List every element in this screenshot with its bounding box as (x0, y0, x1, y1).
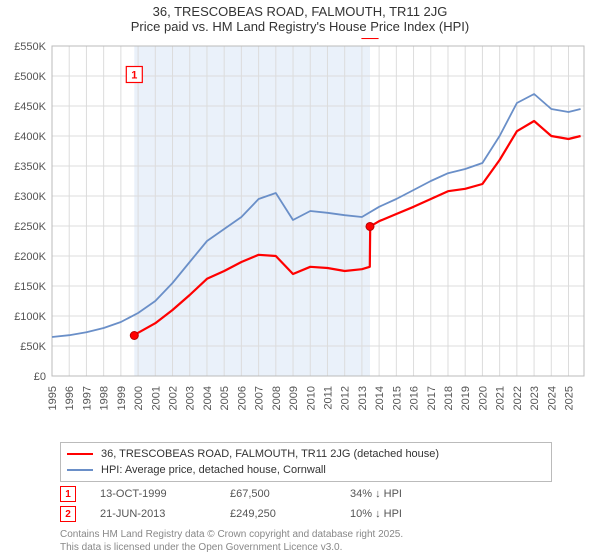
event-date: 13-OCT-1999 (100, 488, 230, 500)
svg-text:1996: 1996 (64, 386, 76, 410)
svg-text:£200K: £200K (14, 251, 46, 263)
chart-title-line2: Price paid vs. HM Land Registry's House … (0, 19, 600, 38)
attribution-line2: This data is licensed under the Open Gov… (60, 541, 552, 554)
svg-text:2014: 2014 (374, 386, 386, 410)
attribution: Contains HM Land Registry data © Crown c… (60, 528, 552, 554)
svg-text:£500K: £500K (14, 71, 46, 83)
svg-text:£50K: £50K (20, 341, 46, 353)
event-marker-2: 2 (60, 506, 76, 522)
svg-text:2020: 2020 (477, 386, 489, 410)
svg-text:1999: 1999 (116, 386, 128, 410)
svg-text:£550K: £550K (14, 41, 46, 53)
svg-text:2019: 2019 (460, 386, 472, 410)
svg-text:£300K: £300K (14, 191, 46, 203)
attribution-line1: Contains HM Land Registry data © Crown c… (60, 528, 552, 541)
svg-text:1997: 1997 (81, 386, 93, 410)
svg-text:2008: 2008 (271, 386, 283, 410)
svg-text:2010: 2010 (305, 386, 317, 410)
svg-text:2003: 2003 (185, 386, 197, 410)
svg-text:2017: 2017 (426, 386, 438, 410)
svg-text:2001: 2001 (150, 386, 162, 410)
svg-text:2011: 2011 (322, 386, 334, 410)
price-chart: £0 £50K £100K £150K £200K £250K £300K £350K £400… (0, 38, 600, 438)
svg-text:2000: 2000 (133, 386, 145, 410)
event-price: £67,500 (230, 488, 350, 500)
event-price: £249,250 (230, 508, 350, 520)
svg-text:2018: 2018 (443, 386, 455, 410)
chart-title-line1: 36, TRESCOBEAS ROAD, FALMOUTH, TR11 2JG (0, 0, 600, 19)
svg-text:2015: 2015 (391, 386, 403, 410)
legend-item-hpi: HPI: Average price, detached house, Corn… (67, 462, 545, 478)
svg-text:£150K: £150K (14, 281, 46, 293)
svg-text:2007: 2007 (254, 386, 266, 410)
svg-text:1995: 1995 (47, 386, 59, 410)
legend: 36, TRESCOBEAS ROAD, FALMOUTH, TR11 2JG … (60, 442, 552, 482)
svg-text:1: 1 (131, 70, 137, 82)
svg-text:£400K: £400K (14, 131, 46, 143)
legend-swatch-blue (67, 469, 93, 471)
event-delta: 34% ↓ HPI (350, 488, 552, 500)
legend-label: 36, TRESCOBEAS ROAD, FALMOUTH, TR11 2JG … (101, 448, 439, 460)
svg-text:2013: 2013 (357, 386, 369, 410)
event-date: 21-JUN-2013 (100, 508, 230, 520)
svg-text:£100K: £100K (14, 311, 46, 323)
svg-text:2004: 2004 (202, 386, 214, 410)
svg-text:2022: 2022 (512, 386, 524, 410)
svg-text:2002: 2002 (168, 386, 180, 410)
svg-text:2024: 2024 (546, 386, 558, 410)
svg-text:£0: £0 (34, 371, 46, 383)
svg-text:2021: 2021 (495, 386, 507, 410)
legend-item-property: 36, TRESCOBEAS ROAD, FALMOUTH, TR11 2JG … (67, 446, 545, 462)
svg-text:2012: 2012 (340, 386, 352, 410)
event-marker-1: 1 (60, 486, 76, 502)
svg-text:2006: 2006 (236, 386, 248, 410)
svg-text:2023: 2023 (529, 386, 541, 410)
legend-label: HPI: Average price, detached house, Corn… (101, 464, 326, 476)
sale-event-row: 2 21-JUN-2013 £249,250 10% ↓ HPI (60, 504, 552, 524)
svg-text:2005: 2005 (219, 386, 231, 410)
event-delta: 10% ↓ HPI (350, 508, 552, 520)
sale-event-row: 1 13-OCT-1999 £67,500 34% ↓ HPI (60, 484, 552, 504)
svg-text:£350K: £350K (14, 161, 46, 173)
svg-text:£450K: £450K (14, 101, 46, 113)
legend-swatch-red (67, 453, 93, 455)
svg-text:1998: 1998 (99, 386, 111, 410)
sale-events: 1 13-OCT-1999 £67,500 34% ↓ HPI 2 21-JUN… (60, 484, 552, 524)
svg-text:2025: 2025 (564, 386, 576, 410)
svg-text:£250K: £250K (14, 221, 46, 233)
svg-text:2009: 2009 (288, 386, 300, 410)
svg-text:2016: 2016 (409, 386, 421, 410)
